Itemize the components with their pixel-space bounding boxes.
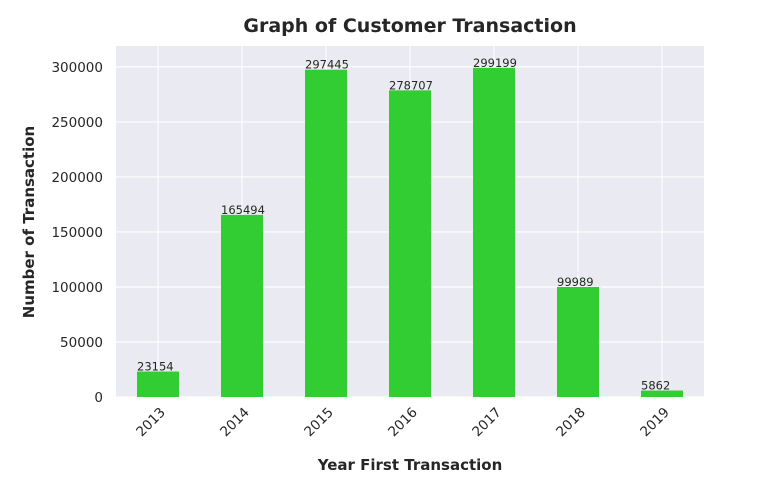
x-axis-label: Year First Transaction <box>317 456 503 474</box>
x-tick-label: 2013 <box>133 405 169 441</box>
bar-value-label: 165494 <box>221 203 265 217</box>
bar <box>473 67 515 398</box>
bars <box>137 67 683 398</box>
x-tick-label: 2019 <box>637 405 673 441</box>
y-tick-label: 300000 <box>51 60 103 76</box>
chart-title: Graph of Customer Transaction <box>243 15 576 37</box>
y-tick-label: 250000 <box>51 115 103 131</box>
bar <box>221 214 263 397</box>
y-axis-label: Number of Transaction <box>20 126 38 318</box>
bar <box>557 286 599 397</box>
bar <box>137 371 179 397</box>
x-tick-label: 2014 <box>217 405 253 441</box>
bar-labels: 23154 165494 297445 278707 299199 99989 5862 <box>137 56 670 393</box>
bar <box>641 390 683 397</box>
x-tick-label: 2016 <box>385 405 421 441</box>
bar-value-label: 99989 <box>557 275 594 289</box>
y-tick-label: 0 <box>94 390 103 406</box>
x-tick-label: 2015 <box>301 405 337 441</box>
bar-value-label: 278707 <box>389 78 433 92</box>
y-tick-label: 150000 <box>51 225 103 241</box>
bar-value-label: 299199 <box>473 56 517 70</box>
y-axis-ticks: 0 50000 100000 150000 200000 250000 300000 <box>51 60 103 406</box>
bar-value-label: 23154 <box>137 360 174 374</box>
x-tick-label: 2018 <box>553 405 589 441</box>
bar-value-label: 297445 <box>305 58 349 72</box>
bar-value-label: 5862 <box>641 379 670 393</box>
y-tick-label: 100000 <box>51 280 103 296</box>
x-axis-ticks: 2013 2014 2015 2016 2017 2018 2019 <box>133 405 673 441</box>
x-tick-label: 2017 <box>469 405 505 441</box>
y-tick-label: 200000 <box>51 170 103 186</box>
bar <box>305 69 347 397</box>
y-tick-label: 50000 <box>60 335 103 351</box>
bar <box>389 90 431 397</box>
